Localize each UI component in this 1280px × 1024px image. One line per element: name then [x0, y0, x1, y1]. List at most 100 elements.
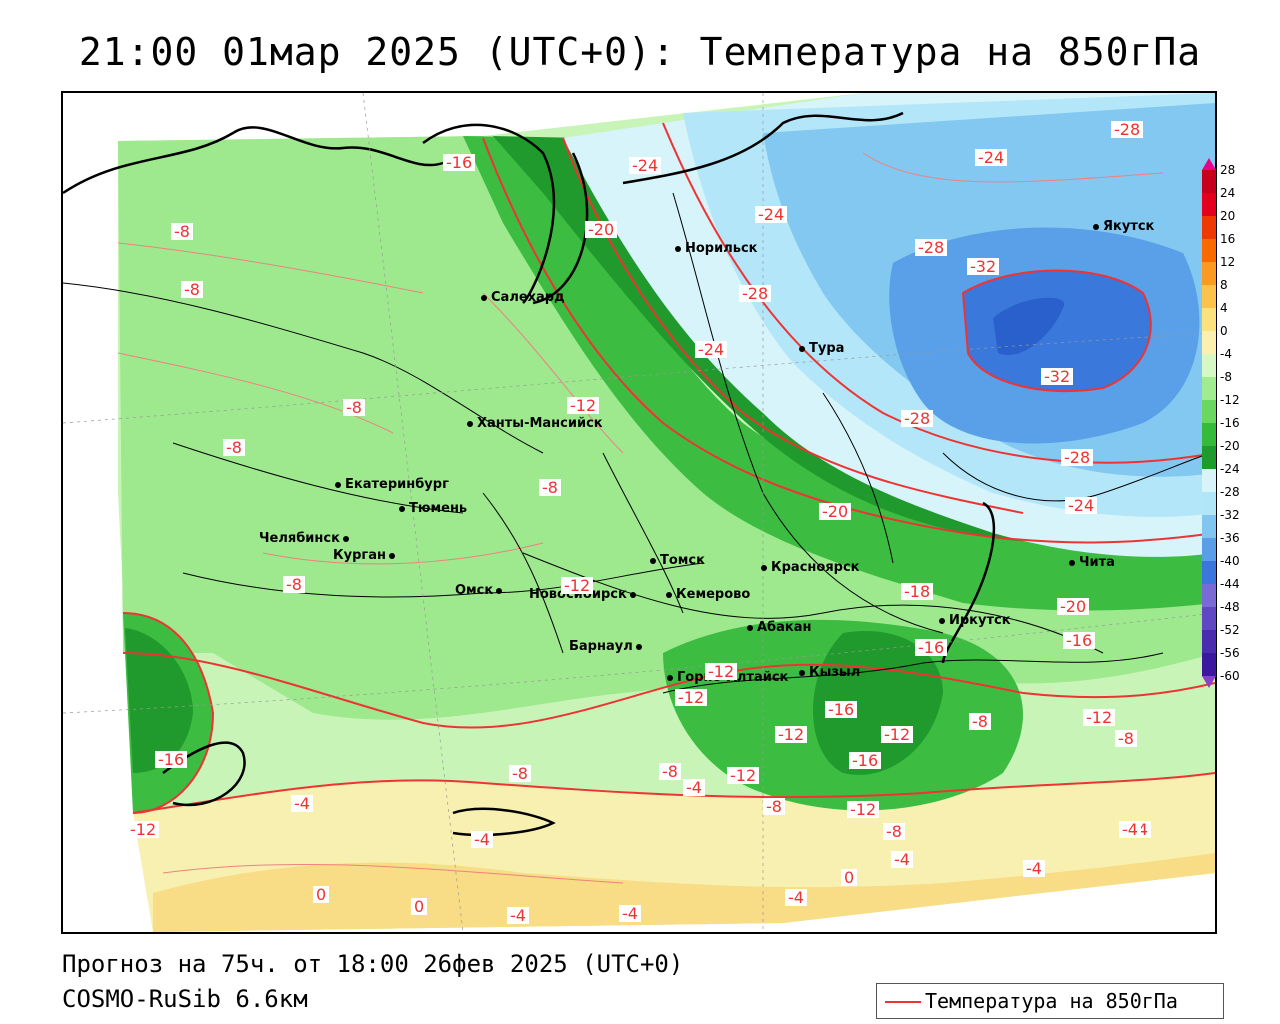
colorbar-segment [1202, 607, 1216, 631]
city-irkutsk: Иркутск [939, 613, 1011, 628]
contour-label: -12 [881, 726, 914, 743]
contour-label: -24 [1065, 497, 1098, 514]
contour-label: -8 [883, 823, 905, 840]
city-tomsk: Томск [650, 553, 705, 568]
colorbar-bottom-arrow [1202, 676, 1216, 688]
colorbar-tick-label: -12 [1220, 393, 1240, 407]
colorbar-tick-label: 28 [1220, 163, 1236, 177]
colorbar-segment [1202, 331, 1216, 355]
contour-label: -16 [1063, 632, 1096, 649]
colorbar-segment [1202, 538, 1216, 562]
colorbar-tick-label: -44 [1220, 577, 1240, 591]
colorbar-tick-label: -28 [1220, 485, 1240, 499]
contour-label: 0 [841, 869, 858, 886]
model-name: COSMO-RuSib 6.6км [62, 985, 308, 1013]
contour-label: -12 [1083, 709, 1116, 726]
colorbar-tick-label: -8 [1220, 370, 1232, 384]
contour-label: -28 [901, 410, 934, 427]
colorbar-segment [1202, 653, 1216, 677]
contour-label: -24 [695, 341, 728, 358]
colorbar-segment [1202, 492, 1216, 516]
colorbar-segment [1202, 193, 1216, 217]
contour-label: -12 [675, 689, 708, 706]
contour-label: -4 [1023, 860, 1045, 877]
contour-label: -12 [127, 821, 160, 838]
contour-label: -12 [705, 663, 738, 680]
colorbar-tick-label: -48 [1220, 600, 1240, 614]
colorbar-segment [1202, 630, 1216, 654]
colorbar-top-arrow [1202, 158, 1216, 170]
contour-label: -16 [849, 752, 882, 769]
city-norilsk: Норильск [675, 241, 758, 256]
contour-label: -8 [509, 765, 531, 782]
contour-label: -4 [507, 907, 529, 924]
contour-label: -8 [223, 439, 245, 456]
colorbar-tick-label: -40 [1220, 554, 1240, 568]
colorbar-segment [1202, 377, 1216, 401]
contour-label: -20 [819, 503, 852, 520]
legend-box: Температура на 850гПа [876, 983, 1224, 1019]
contour-label: -12 [847, 801, 880, 818]
colorbar-segment [1202, 423, 1216, 447]
colorbar-tick-label: 24 [1220, 186, 1236, 200]
contour-label: -16 [915, 639, 948, 656]
contour-label: -32 [1041, 368, 1074, 385]
map-panel: Салехард Норильск Якутск Тура Ханты-Манс… [61, 91, 1217, 934]
contour-label: 0 [313, 886, 330, 903]
colorbar-tick-label: -4 [1220, 347, 1232, 361]
contour-label: -8 [763, 798, 785, 815]
forecast-info: Прогноз на 75ч. от 18:00 26фев 2025 (UTC… [62, 950, 684, 978]
colorbar-segment [1202, 285, 1216, 309]
contour-label: -16 [825, 701, 858, 718]
city-novosibirsk: Новосибирск [529, 587, 640, 602]
colorbar-segment [1202, 561, 1216, 585]
colorbar-segment [1202, 515, 1216, 539]
contour-label: -8 [343, 399, 365, 416]
legend-line-swatch [885, 1001, 921, 1003]
contour-label: -12 [727, 767, 760, 784]
contour-label: -12 [775, 726, 808, 743]
colorbar-segment [1202, 239, 1216, 263]
contour-label: -24 [975, 149, 1008, 166]
colorbar-tick-label: 12 [1220, 255, 1236, 269]
contour-label: -24 [629, 157, 662, 174]
colorbar-segment [1202, 469, 1216, 493]
colorbar-segment [1202, 216, 1216, 240]
contour-label: -24 [755, 206, 788, 223]
contour-label: -20 [1057, 598, 1090, 615]
city-khanty-mansiysk: Ханты-Мансийск [467, 416, 603, 431]
contour-label: -18 [901, 583, 934, 600]
city-kemerovo: Кемерово [666, 587, 750, 602]
contour-label: -4 [785, 889, 807, 906]
colorbar-segment [1202, 170, 1216, 194]
contour-label: -28 [739, 285, 772, 302]
contour-label: -4 [471, 831, 493, 848]
contour-label: -12 [567, 397, 600, 414]
contour-label: -8 [283, 576, 305, 593]
colorbar-tick-label: 4 [1220, 301, 1228, 315]
contour-label: -16 [155, 751, 188, 768]
city-kurgan: Курган [333, 548, 399, 563]
contour-label: -8 [969, 713, 991, 730]
colorbar-tick-label: -32 [1220, 508, 1240, 522]
colorbar-segment [1202, 400, 1216, 424]
city-abakan: Абакан [747, 620, 812, 635]
colorbar-tick-label: -24 [1220, 462, 1240, 476]
contour-label: -20 [585, 221, 618, 238]
contour-label: 0 [411, 898, 428, 915]
contour-label: -4 [1119, 821, 1141, 838]
contour-label: -4 [683, 779, 705, 796]
colorbar-tick-label: 0 [1220, 324, 1228, 338]
city-tyumen: Тюмень [399, 501, 467, 516]
city-chelyabinsk: Челябинск [259, 531, 353, 546]
colorbar-segment [1202, 308, 1216, 332]
contour-label: -8 [659, 763, 681, 780]
contour-label: -12 [561, 577, 594, 594]
colorbar-segment [1202, 446, 1216, 470]
city-barnaul: Барнаул [569, 639, 646, 654]
contour-label: -8 [539, 479, 561, 496]
colorbar-tick-label: -36 [1220, 531, 1240, 545]
colorbar-tick-label: -60 [1220, 669, 1240, 683]
city-krasnoyarsk: Красноярск [761, 560, 860, 575]
colorbar-tick-label: 16 [1220, 232, 1236, 246]
